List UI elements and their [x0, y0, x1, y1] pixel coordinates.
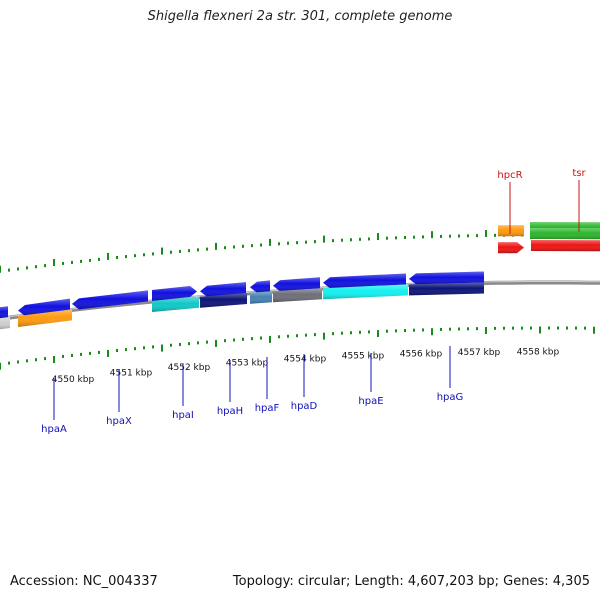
gene-label-hpaA: hpaA	[41, 424, 67, 435]
gene-feature-shading	[18, 309, 72, 327]
accession-text: Accession: NC_004337	[10, 574, 158, 589]
scale-label: 4552 kbp	[168, 363, 211, 373]
gene-feature-shading	[200, 282, 246, 297]
gene-feature-shading	[323, 273, 406, 289]
gene-feature-shading	[72, 290, 148, 310]
gene-feature-shading	[530, 228, 600, 240]
gene-feature-shading	[200, 293, 247, 308]
gene-feature-shading	[323, 284, 408, 300]
gene-feature-shading	[152, 286, 197, 301]
scale-label-layer: 4550 kbp 4551 kbp 4552 kbp 4553 kbp 4554 kbp…	[52, 348, 560, 385]
gene-label-hpaD: hpaD	[291, 401, 318, 412]
gene-feature-shading	[273, 288, 322, 303]
gene-feature-shading	[531, 240, 600, 252]
scale-label: 4557 kbp	[458, 348, 501, 358]
scale-label: 4554 kbp	[284, 355, 327, 365]
gene-label-hpaG: hpaG	[437, 392, 464, 403]
gene-label-tsr: tsr	[572, 168, 586, 179]
gene-label-hpaH: hpaH	[217, 406, 243, 417]
gene-feature-shading	[498, 225, 524, 237]
scale-label: 4555 kbp	[342, 352, 385, 362]
gene-feature-shading	[498, 242, 524, 254]
genome-summary-text: Topology: circular; Length: 4,607,203 bp…	[232, 574, 590, 589]
scale-label: 4553 kbp	[226, 359, 269, 369]
gene-feature-shading	[250, 291, 272, 304]
gene-label-hpaX: hpaX	[106, 416, 132, 427]
gene-label-layer: hpaA hpaX hpaI hpaH hpaF hpaD hpaE hpaG hpcR tsr	[41, 168, 586, 435]
gene-label-hpaI: hpaI	[172, 410, 194, 421]
gene-feature-shading	[18, 298, 70, 316]
scale-label: 4556 kbp	[400, 349, 443, 359]
map-title: Shigella flexneri 2a str. 301, complete …	[147, 9, 453, 24]
scale-label: 4558 kbp	[517, 348, 560, 358]
gene-feature-shading	[152, 296, 199, 312]
gene-layer	[0, 222, 600, 330]
gene-feature-shading	[409, 282, 484, 296]
gene-feature-shading	[273, 277, 320, 292]
scale-label: 4551 kbp	[110, 369, 153, 379]
gene-label-hpcR: hpcR	[497, 170, 522, 181]
gene-feature-shading	[0, 317, 10, 330]
gene-feature-shading	[409, 271, 484, 285]
gene-feature-shading	[0, 306, 8, 319]
scale-label: 4550 kbp	[52, 375, 95, 385]
gene-label-hpaE: hpaE	[358, 396, 383, 407]
gene-label-hpaF: hpaF	[255, 403, 280, 414]
gene-feature-shading	[250, 280, 270, 293]
